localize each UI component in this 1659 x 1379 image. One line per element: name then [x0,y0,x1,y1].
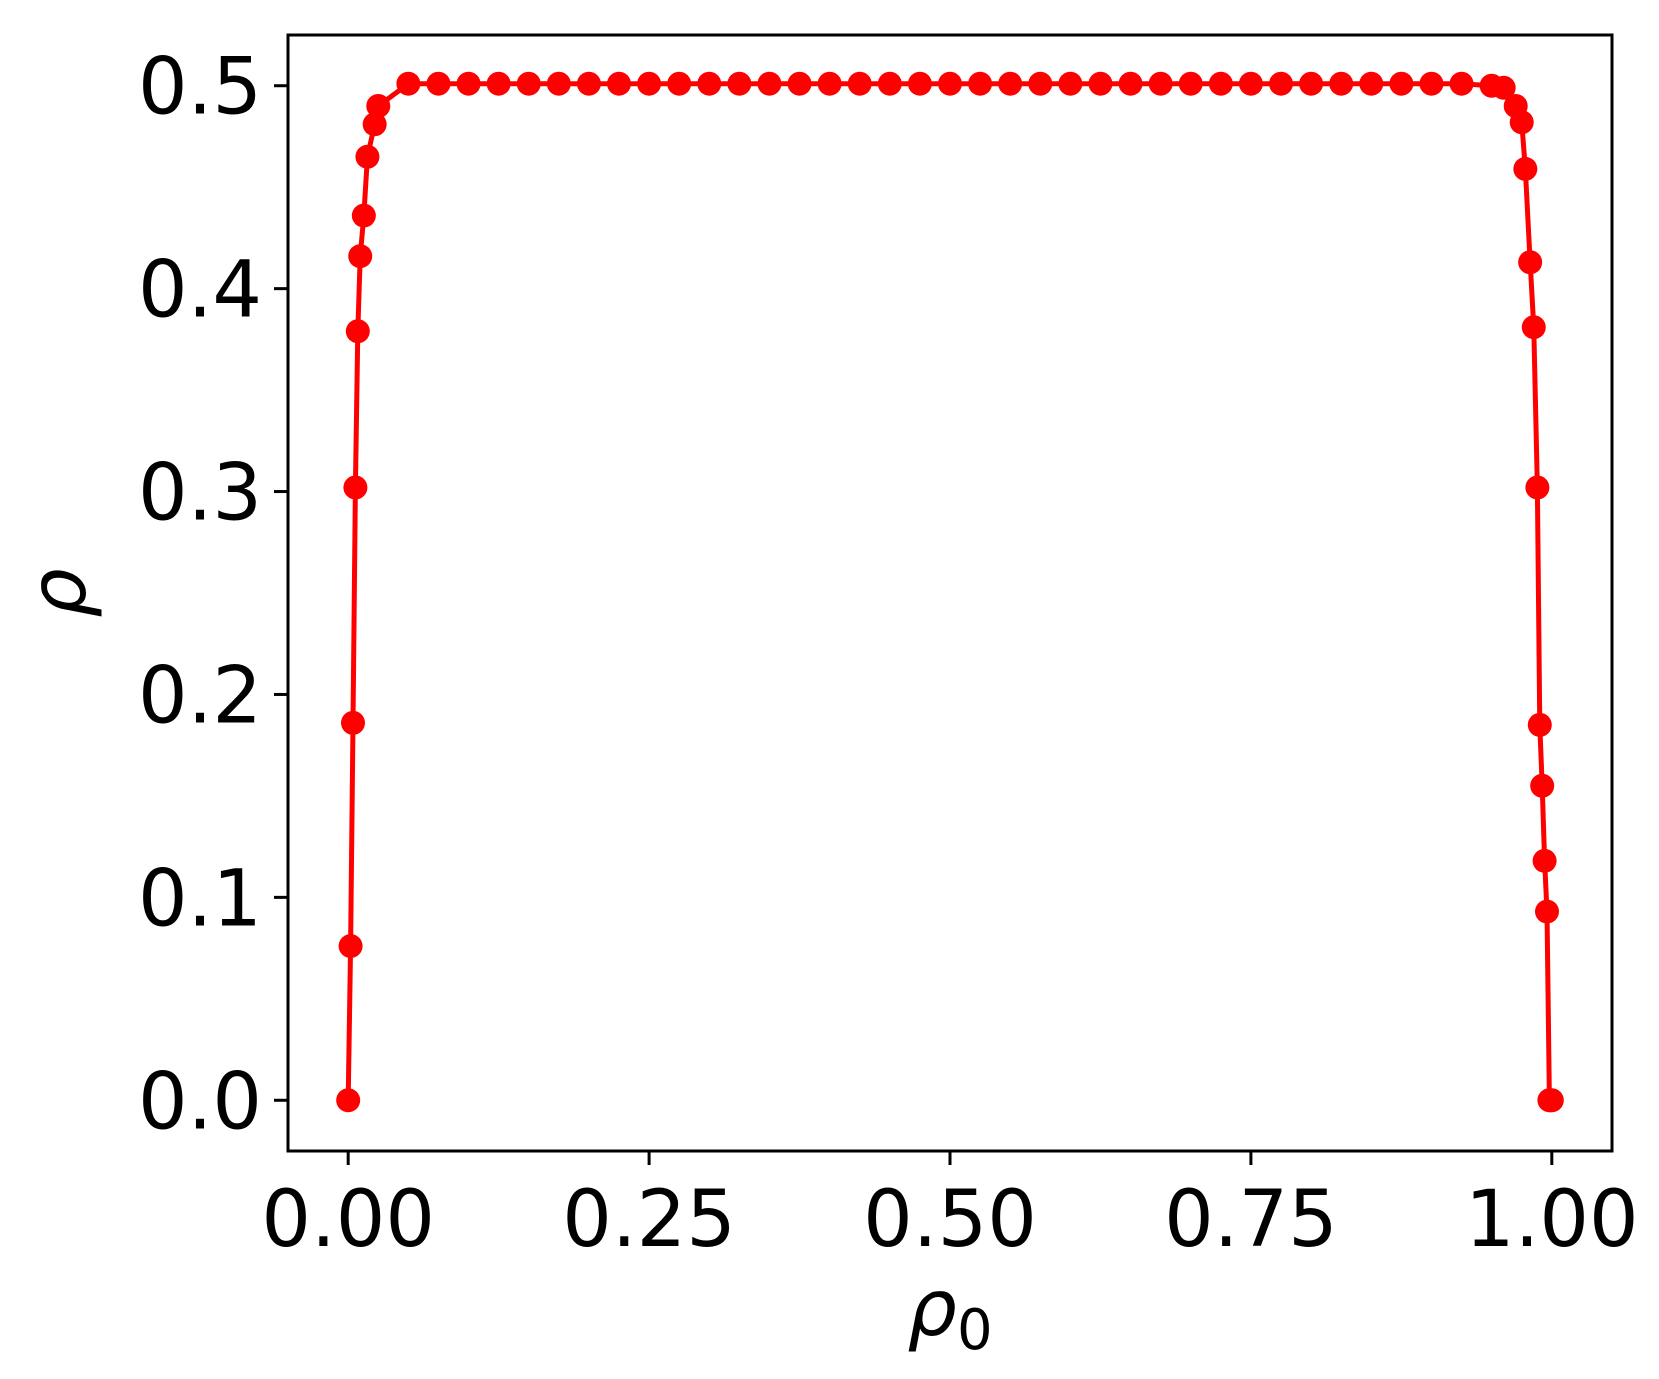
data-point [817,71,842,96]
y-tick-label: 0.0 [138,1057,262,1147]
data-point [1058,71,1083,96]
data-point [907,71,932,96]
x-axis-ticks: 0.00 0.25 0.50 0.75 1.00 [261,1151,1639,1265]
data-point [1491,75,1516,100]
data-point [1539,1088,1564,1113]
data-point [1359,71,1384,96]
x-tick-label: 0.25 [562,1175,736,1265]
data-point [1419,71,1444,96]
x-tick-label: 0.75 [1164,1175,1338,1265]
data-point [1329,71,1354,96]
data-point [338,934,363,959]
data-point [1178,71,1203,96]
data-point [426,71,451,96]
data-point [1449,71,1474,96]
data-point [637,71,662,96]
data-point [366,94,391,119]
data-point [1148,71,1173,96]
data-point [1532,848,1557,873]
data-point [1208,71,1233,96]
data-point [336,1088,361,1113]
x-tick-label: 1.00 [1465,1175,1639,1265]
data-point [968,71,993,96]
data-point [727,71,752,96]
data-point [576,71,601,96]
data-point [340,710,365,735]
data-point [1389,71,1414,96]
data-point [1299,71,1324,96]
plot-frame [286,33,1614,1153]
data-point [998,71,1023,96]
data-point [697,71,722,96]
y-tick-label: 0.1 [138,854,262,944]
data-point [938,71,962,96]
data-point [486,71,511,96]
data-point [516,71,541,96]
data-point [667,71,692,96]
x-tick-label: 0.50 [863,1175,1037,1265]
data-point [1028,71,1053,96]
data-point [1525,475,1550,500]
y-tick-label: 0.3 [138,449,262,539]
data-point [546,71,571,96]
data-point [1518,250,1543,275]
x-tick-label: 0.00 [261,1175,435,1265]
data-point [362,112,387,137]
y-tick-label: 0.4 [138,246,262,336]
data-point [1088,71,1113,96]
series-layer [336,71,1564,1113]
y-axis-label: ρ [14,568,104,618]
data-point [355,144,380,169]
x-axis-label-main: ρ [907,1264,957,1354]
data-point [343,475,368,500]
y-axis-ticks: 0.0 0.1 0.2 0.3 0.4 0.5 [138,43,288,1147]
data-point [1530,773,1555,798]
data-point [456,71,481,96]
data-point [787,71,812,96]
data-point [345,319,370,344]
y-tick-label: 0.2 [138,651,262,741]
data-point [348,244,373,269]
y-tick-label: 0.5 [138,43,262,133]
data-point [847,71,872,96]
data-point [607,71,631,96]
data-point [1521,315,1546,340]
x-axis-label: ρ0 [907,1264,992,1363]
data-point [351,203,376,228]
data-point [1509,110,1534,135]
data-point [1513,156,1538,181]
data-point [396,71,421,96]
x-axis-label-subscript: 0 [957,1298,993,1363]
data-point [1118,71,1143,96]
data-point [757,71,782,96]
series-line [345,81,1554,1103]
data-point [1269,71,1293,96]
data-point [1238,71,1263,96]
data-point [1535,899,1560,924]
data-point [877,71,902,96]
data-point [1527,712,1552,737]
